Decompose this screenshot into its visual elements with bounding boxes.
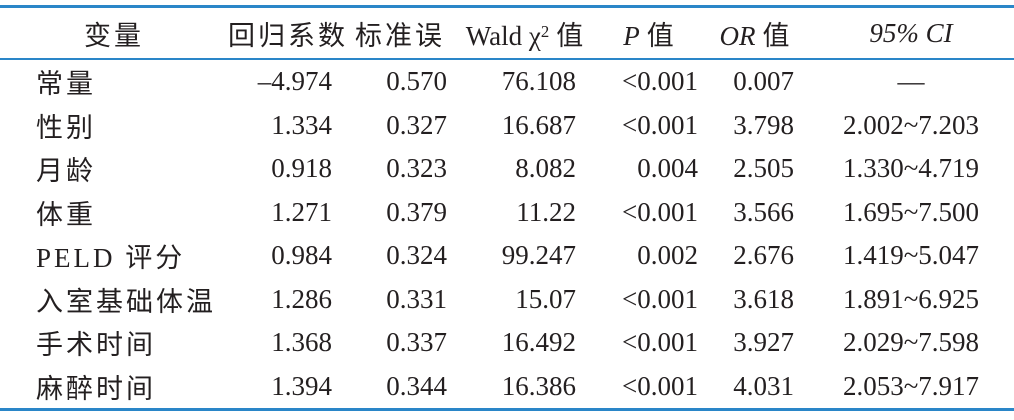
cell-wald-chi-square: 8.082 — [515, 153, 576, 184]
table-row: 体重 1.271 0.379 11.22 <0.001 3.566 1.695~… — [0, 191, 1014, 235]
table-row: 手术时间 1.368 0.337 16.492 <0.001 3.927 2.0… — [0, 321, 1014, 365]
header-wald-superscript: 2 — [540, 21, 550, 41]
table-row: 常量 –4.974 0.570 76.108 <0.001 0.007 — — [0, 59, 1014, 104]
cell-p-value: <0.001 — [622, 370, 698, 401]
cell-95ci: 2.029~7.598 — [842, 327, 980, 358]
cell-95ci: 2.053~7.917 — [842, 370, 980, 401]
header-p-suffix: 值 — [646, 20, 677, 51]
cell-standard-error: 0.324 — [386, 240, 447, 271]
header-coefficient-label: 回归系数 — [228, 20, 348, 51]
header-standard-error-label: 标准误 — [355, 20, 445, 51]
cell-p-value: <0.001 — [622, 327, 698, 358]
cell-coefficient: 1.286 — [271, 283, 332, 314]
table-row: 性别 1.334 0.327 16.687 <0.001 3.798 2.002… — [0, 104, 1014, 148]
cell-95ci: 1.695~7.500 — [842, 196, 980, 227]
cell-wald-chi-square: 16.492 — [501, 327, 576, 358]
cell-coefficient: 1.271 — [271, 196, 332, 227]
cell-variable: 麻醉时间 — [36, 373, 156, 404]
cell-or-value: 0.007 — [733, 66, 794, 97]
cell-variable: 手术时间 — [36, 330, 156, 361]
cell-coefficient: –4.974 — [257, 66, 332, 97]
cell-standard-error: 0.337 — [386, 327, 447, 358]
cell-p-value: <0.001 — [622, 109, 698, 140]
cell-95ci: 2.002~7.203 — [842, 109, 980, 140]
cell-p-value: <0.001 — [622, 66, 698, 97]
cell-standard-error: 0.331 — [386, 283, 447, 314]
cell-variable: 常量 — [36, 69, 96, 100]
cell-95ci: 1.330~4.719 — [842, 153, 980, 184]
cell-variable: 体重 — [36, 199, 96, 230]
table-body: 常量 –4.974 0.570 76.108 <0.001 0.007 — 性别… — [0, 59, 1014, 410]
cell-95ci: 1.891~6.925 — [842, 283, 980, 314]
cell-coefficient: 0.984 — [271, 240, 332, 271]
cell-wald-chi-square: 15.07 — [515, 283, 576, 314]
cell-p-value: <0.001 — [622, 196, 698, 227]
cell-wald-chi-square: 76.108 — [501, 66, 576, 97]
column-header-or-value: OR 值 — [704, 6, 808, 60]
cell-coefficient: 1.334 — [271, 109, 332, 140]
cell-variable: 入室基础体温 — [36, 286, 216, 317]
cell-p-value: 0.004 — [637, 153, 698, 184]
cell-or-value: 3.798 — [733, 109, 794, 140]
column-header-95ci: 95% CI — [808, 6, 1014, 60]
cell-or-value: 3.566 — [733, 196, 794, 227]
cell-variable: 性别 — [36, 112, 96, 143]
cell-p-value: 0.002 — [637, 240, 698, 271]
cell-p-value: <0.001 — [622, 283, 698, 314]
header-or-suffix: 值 — [762, 20, 793, 51]
cell-or-value: 3.927 — [733, 327, 794, 358]
cell-coefficient: 1.368 — [271, 327, 332, 358]
table-row: PELD 评分 0.984 0.324 99.247 0.002 2.676 1… — [0, 234, 1014, 278]
header-or-symbol: OR — [719, 20, 756, 51]
cell-95ci: 1.419~5.047 — [842, 240, 980, 271]
cell-standard-error: 0.379 — [386, 196, 447, 227]
cell-wald-chi-square: 16.386 — [501, 370, 576, 401]
table-row: 麻醉时间 1.394 0.344 16.386 <0.001 4.031 2.0… — [0, 365, 1014, 410]
cell-or-value: 2.505 — [733, 153, 794, 184]
cell-standard-error: 0.570 — [386, 66, 447, 97]
cell-wald-chi-square: 11.22 — [516, 196, 576, 227]
cell-wald-chi-square: 16.687 — [501, 109, 576, 140]
cell-95ci: — — [897, 66, 925, 97]
header-wald-suffix: 值 — [556, 20, 587, 51]
cell-variable: 月龄 — [36, 156, 96, 187]
table-row: 入室基础体温 1.286 0.331 15.07 <0.001 3.618 1.… — [0, 278, 1014, 322]
cell-coefficient: 0.918 — [271, 153, 332, 184]
cell-standard-error: 0.327 — [386, 109, 447, 140]
header-ci-label: 95% CI — [869, 17, 953, 48]
column-header-wald-chi-square: Wald χ2 值 — [456, 6, 596, 60]
table-row: 月龄 0.918 0.323 8.082 0.004 2.505 1.330~4… — [0, 147, 1014, 191]
cell-or-value: 3.618 — [733, 283, 794, 314]
column-header-variable: 变量 — [0, 6, 228, 60]
cell-standard-error: 0.344 — [386, 370, 447, 401]
header-wald-prefix: Wald χ — [465, 20, 541, 51]
header-variable-label: 变量 — [84, 20, 144, 51]
cell-or-value: 4.031 — [733, 370, 794, 401]
cell-or-value: 2.676 — [733, 240, 794, 271]
header-p-symbol: P — [623, 20, 640, 51]
cell-coefficient: 1.394 — [271, 370, 332, 401]
cell-wald-chi-square: 99.247 — [501, 240, 576, 271]
column-header-coefficient: 回归系数 — [228, 6, 345, 60]
column-header-standard-error: 标准误 — [344, 6, 456, 60]
cell-variable: PELD 评分 — [36, 243, 186, 274]
cell-standard-error: 0.323 — [386, 153, 447, 184]
